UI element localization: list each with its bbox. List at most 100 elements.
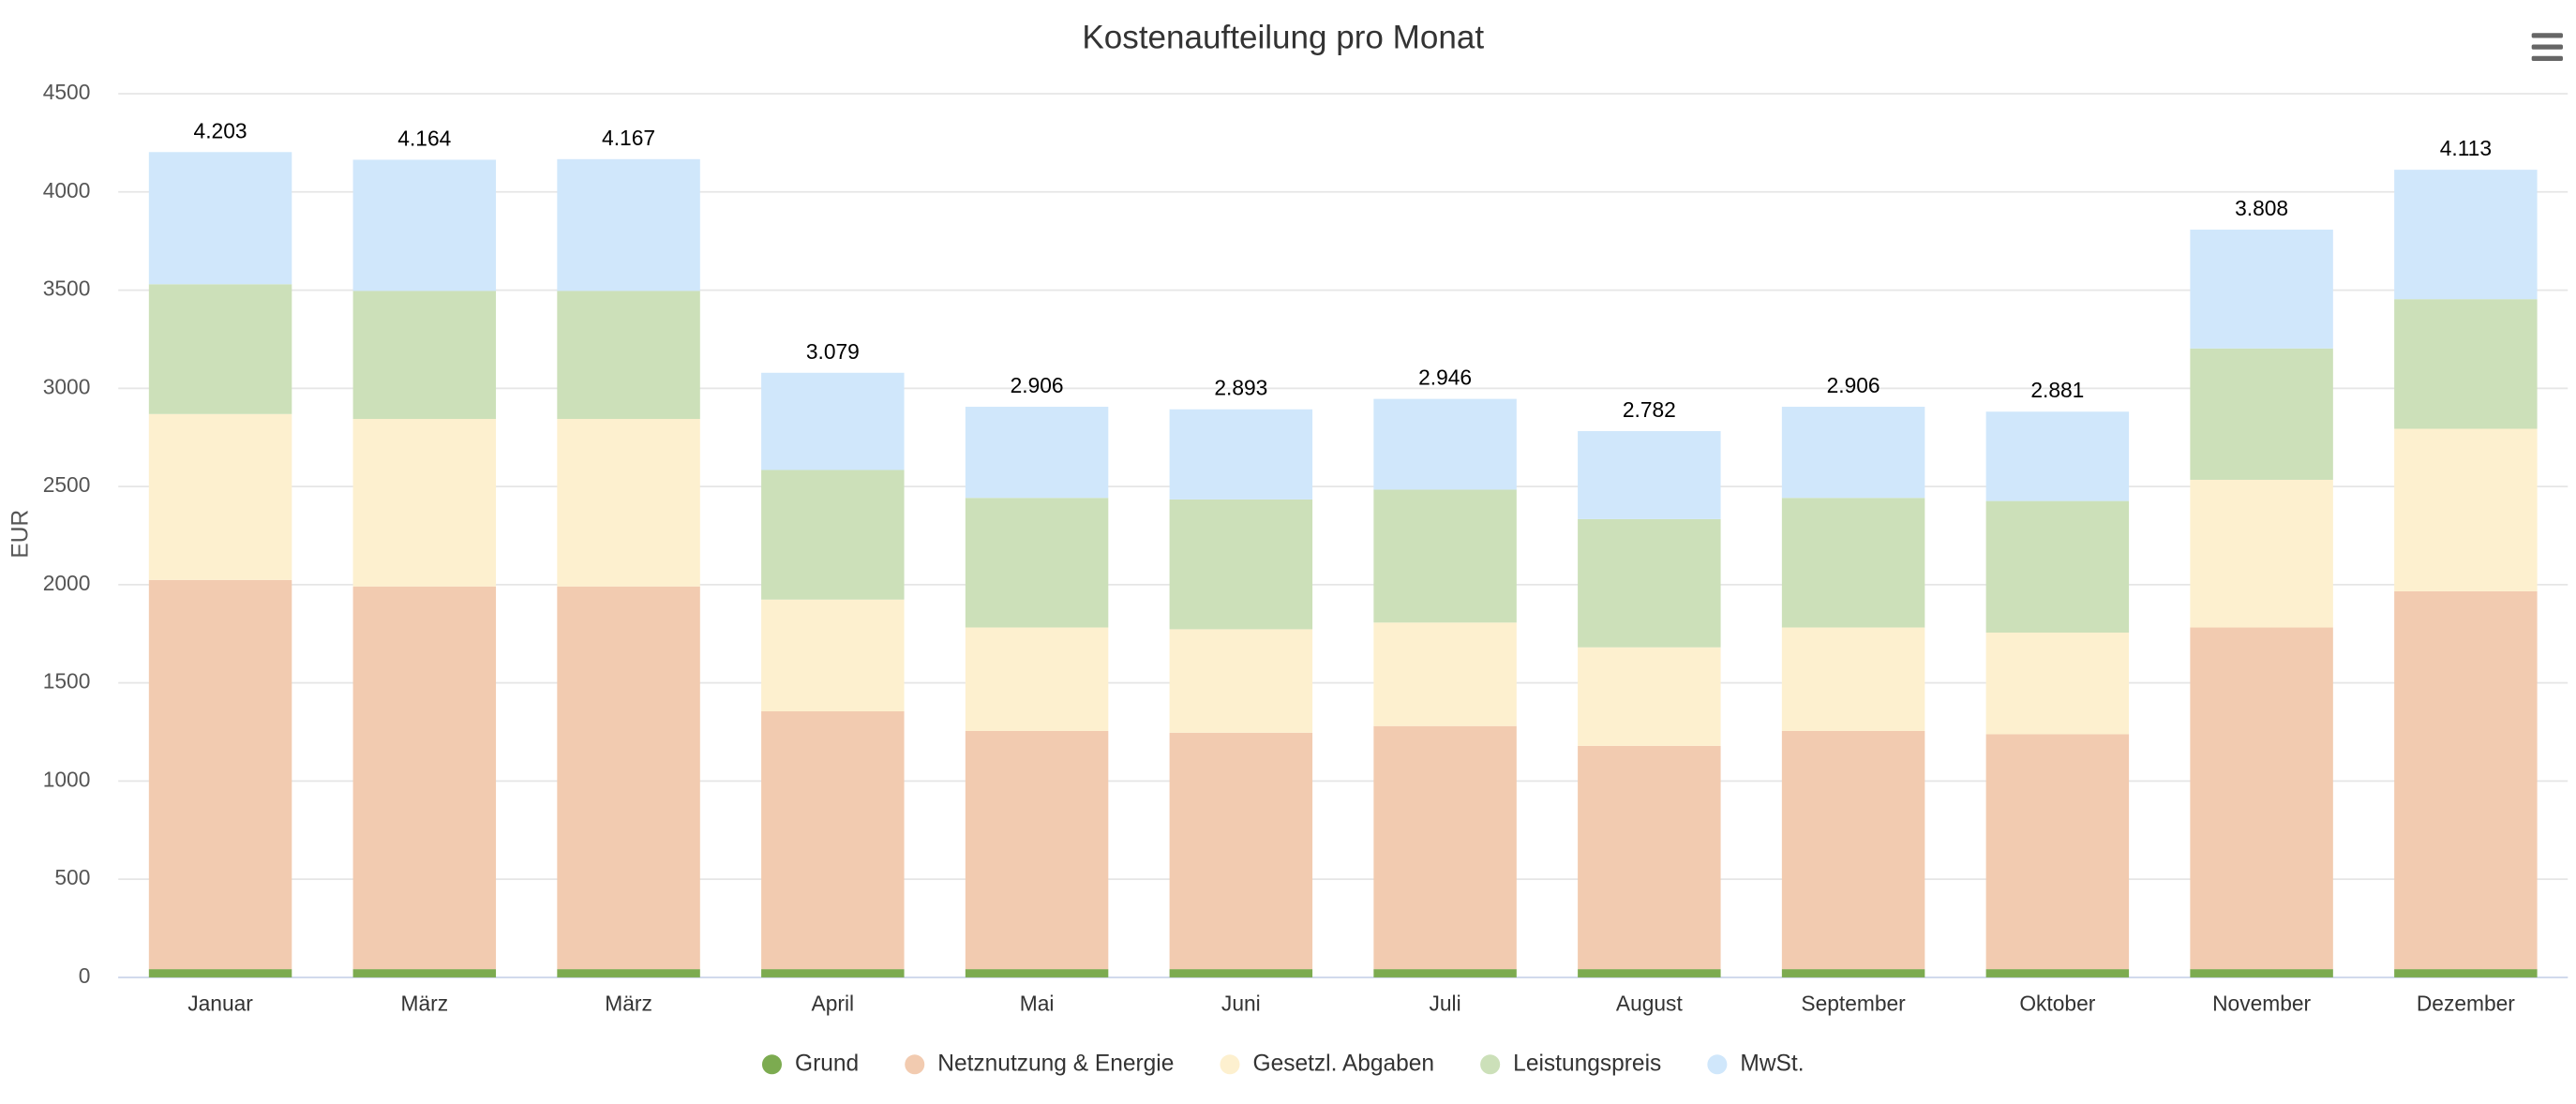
bar-segment xyxy=(148,579,292,970)
total-label: 2.946 xyxy=(1418,366,1472,390)
bar-segment xyxy=(1373,969,1517,977)
legend-marker xyxy=(1220,1054,1240,1075)
legend-label: Leistungspreis xyxy=(1513,1051,1661,1076)
bar-segment xyxy=(1578,969,1721,977)
bar-segment xyxy=(1781,730,1925,970)
bar-segment xyxy=(1985,969,2130,977)
bar-segment xyxy=(352,586,497,970)
legend-label: Gesetzl. Abgaben xyxy=(1253,1051,1435,1076)
bar-segment xyxy=(1578,518,1721,648)
bar-segment xyxy=(1169,732,1313,970)
y-tick-label: 0 xyxy=(79,963,91,988)
bar-segment xyxy=(1578,745,1721,970)
bar-segment xyxy=(2394,969,2538,977)
total-label: 4.203 xyxy=(194,118,247,142)
bar-segment xyxy=(1985,500,2130,633)
y-tick-label: 500 xyxy=(54,865,90,889)
legend-label: Netznutzung & Energie xyxy=(937,1051,1174,1076)
y-tick-label: 3000 xyxy=(43,374,91,398)
total-label: 4.167 xyxy=(602,126,655,150)
y-tick-label: 2500 xyxy=(43,472,91,497)
bar-segment xyxy=(1373,725,1517,970)
x-tick-label: Mai xyxy=(1020,992,1055,1016)
bar-segment xyxy=(1373,622,1517,726)
total-label: 2.906 xyxy=(1827,373,1880,397)
bar-segment xyxy=(1169,499,1313,630)
bar-segment xyxy=(1781,498,1925,628)
x-tick-label: Juni xyxy=(1221,992,1261,1016)
x-tick-label: April xyxy=(812,992,855,1016)
bar-segment xyxy=(557,291,700,420)
chart-title: Kostenaufteilung pro Monat xyxy=(1082,19,1484,55)
y-tick-label: 3500 xyxy=(43,276,91,301)
bar-segment xyxy=(148,969,292,977)
legend-marker xyxy=(761,1054,782,1075)
legend-label: MwSt. xyxy=(1740,1051,1804,1076)
bar-segment xyxy=(761,470,905,600)
total-label: 4.113 xyxy=(2440,136,2492,160)
bar-segment xyxy=(965,407,1109,499)
bar-segment xyxy=(1985,734,2130,970)
bar-segment xyxy=(761,372,905,470)
x-tick-label: September xyxy=(1801,992,1906,1016)
legend-marker xyxy=(905,1054,925,1075)
bar-segment xyxy=(2394,590,2538,970)
bar-segment xyxy=(2190,479,2333,628)
x-tick-label: Juli xyxy=(1430,992,1461,1016)
bar-segment xyxy=(1578,647,1721,746)
bar-segment xyxy=(557,158,700,291)
bar-segment xyxy=(1578,431,1721,519)
bar-segment xyxy=(1373,489,1517,623)
bar-segment xyxy=(1373,398,1517,490)
x-tick-label: November xyxy=(2212,992,2311,1016)
legend-label: Grund xyxy=(795,1051,859,1076)
total-label: 2.893 xyxy=(1214,376,1267,400)
bar-segment xyxy=(761,711,905,970)
bar-segment xyxy=(352,291,497,420)
total-label: 3.079 xyxy=(806,339,860,364)
menu-icon[interactable] xyxy=(2531,33,2563,61)
x-tick-label: August xyxy=(1616,992,1684,1016)
bar-segment xyxy=(965,730,1109,970)
bar-segment xyxy=(352,419,497,587)
bar-segment xyxy=(965,969,1109,977)
y-tick-label: 1500 xyxy=(43,669,91,694)
bar-segment xyxy=(1169,969,1313,977)
bar-segment xyxy=(1781,627,1925,731)
bar-segment xyxy=(148,152,292,285)
bar-segment xyxy=(148,284,292,414)
bar-segment xyxy=(1169,629,1313,733)
bar-segment xyxy=(1985,632,2130,735)
bar-segment xyxy=(2190,230,2333,349)
bar-segment xyxy=(761,969,905,977)
total-label: 2.782 xyxy=(1623,397,1676,422)
total-label: 2.906 xyxy=(1011,373,1064,397)
bar-segment xyxy=(965,627,1109,731)
bar-segment xyxy=(557,969,700,977)
bar-segment xyxy=(2394,170,2538,300)
x-tick-label: März xyxy=(401,992,449,1016)
bar-segment xyxy=(352,159,497,291)
bar-segment xyxy=(1781,407,1925,499)
bar-segment xyxy=(2190,627,2333,970)
total-label: 2.881 xyxy=(2030,378,2084,402)
x-tick-label: Dezember xyxy=(2417,992,2515,1016)
bar-segment xyxy=(1985,411,2130,501)
bar-segment xyxy=(557,419,700,587)
bar-segment xyxy=(1169,409,1313,500)
y-tick-label: 1000 xyxy=(43,767,91,791)
bar-segment xyxy=(2190,969,2333,977)
x-tick-label: Januar xyxy=(187,992,253,1016)
bar-segment xyxy=(148,413,292,580)
bar-segment xyxy=(761,599,905,712)
bar-segment xyxy=(965,498,1109,628)
bar-segment xyxy=(1781,969,1925,977)
bar-segment xyxy=(557,586,700,970)
bar-segment xyxy=(352,969,497,977)
y-axis-label: EUR xyxy=(7,510,33,559)
total-label: 4.164 xyxy=(397,126,451,150)
y-tick-label: 4000 xyxy=(43,178,91,202)
legend-marker xyxy=(1480,1054,1501,1075)
x-tick-label: März xyxy=(605,992,652,1016)
